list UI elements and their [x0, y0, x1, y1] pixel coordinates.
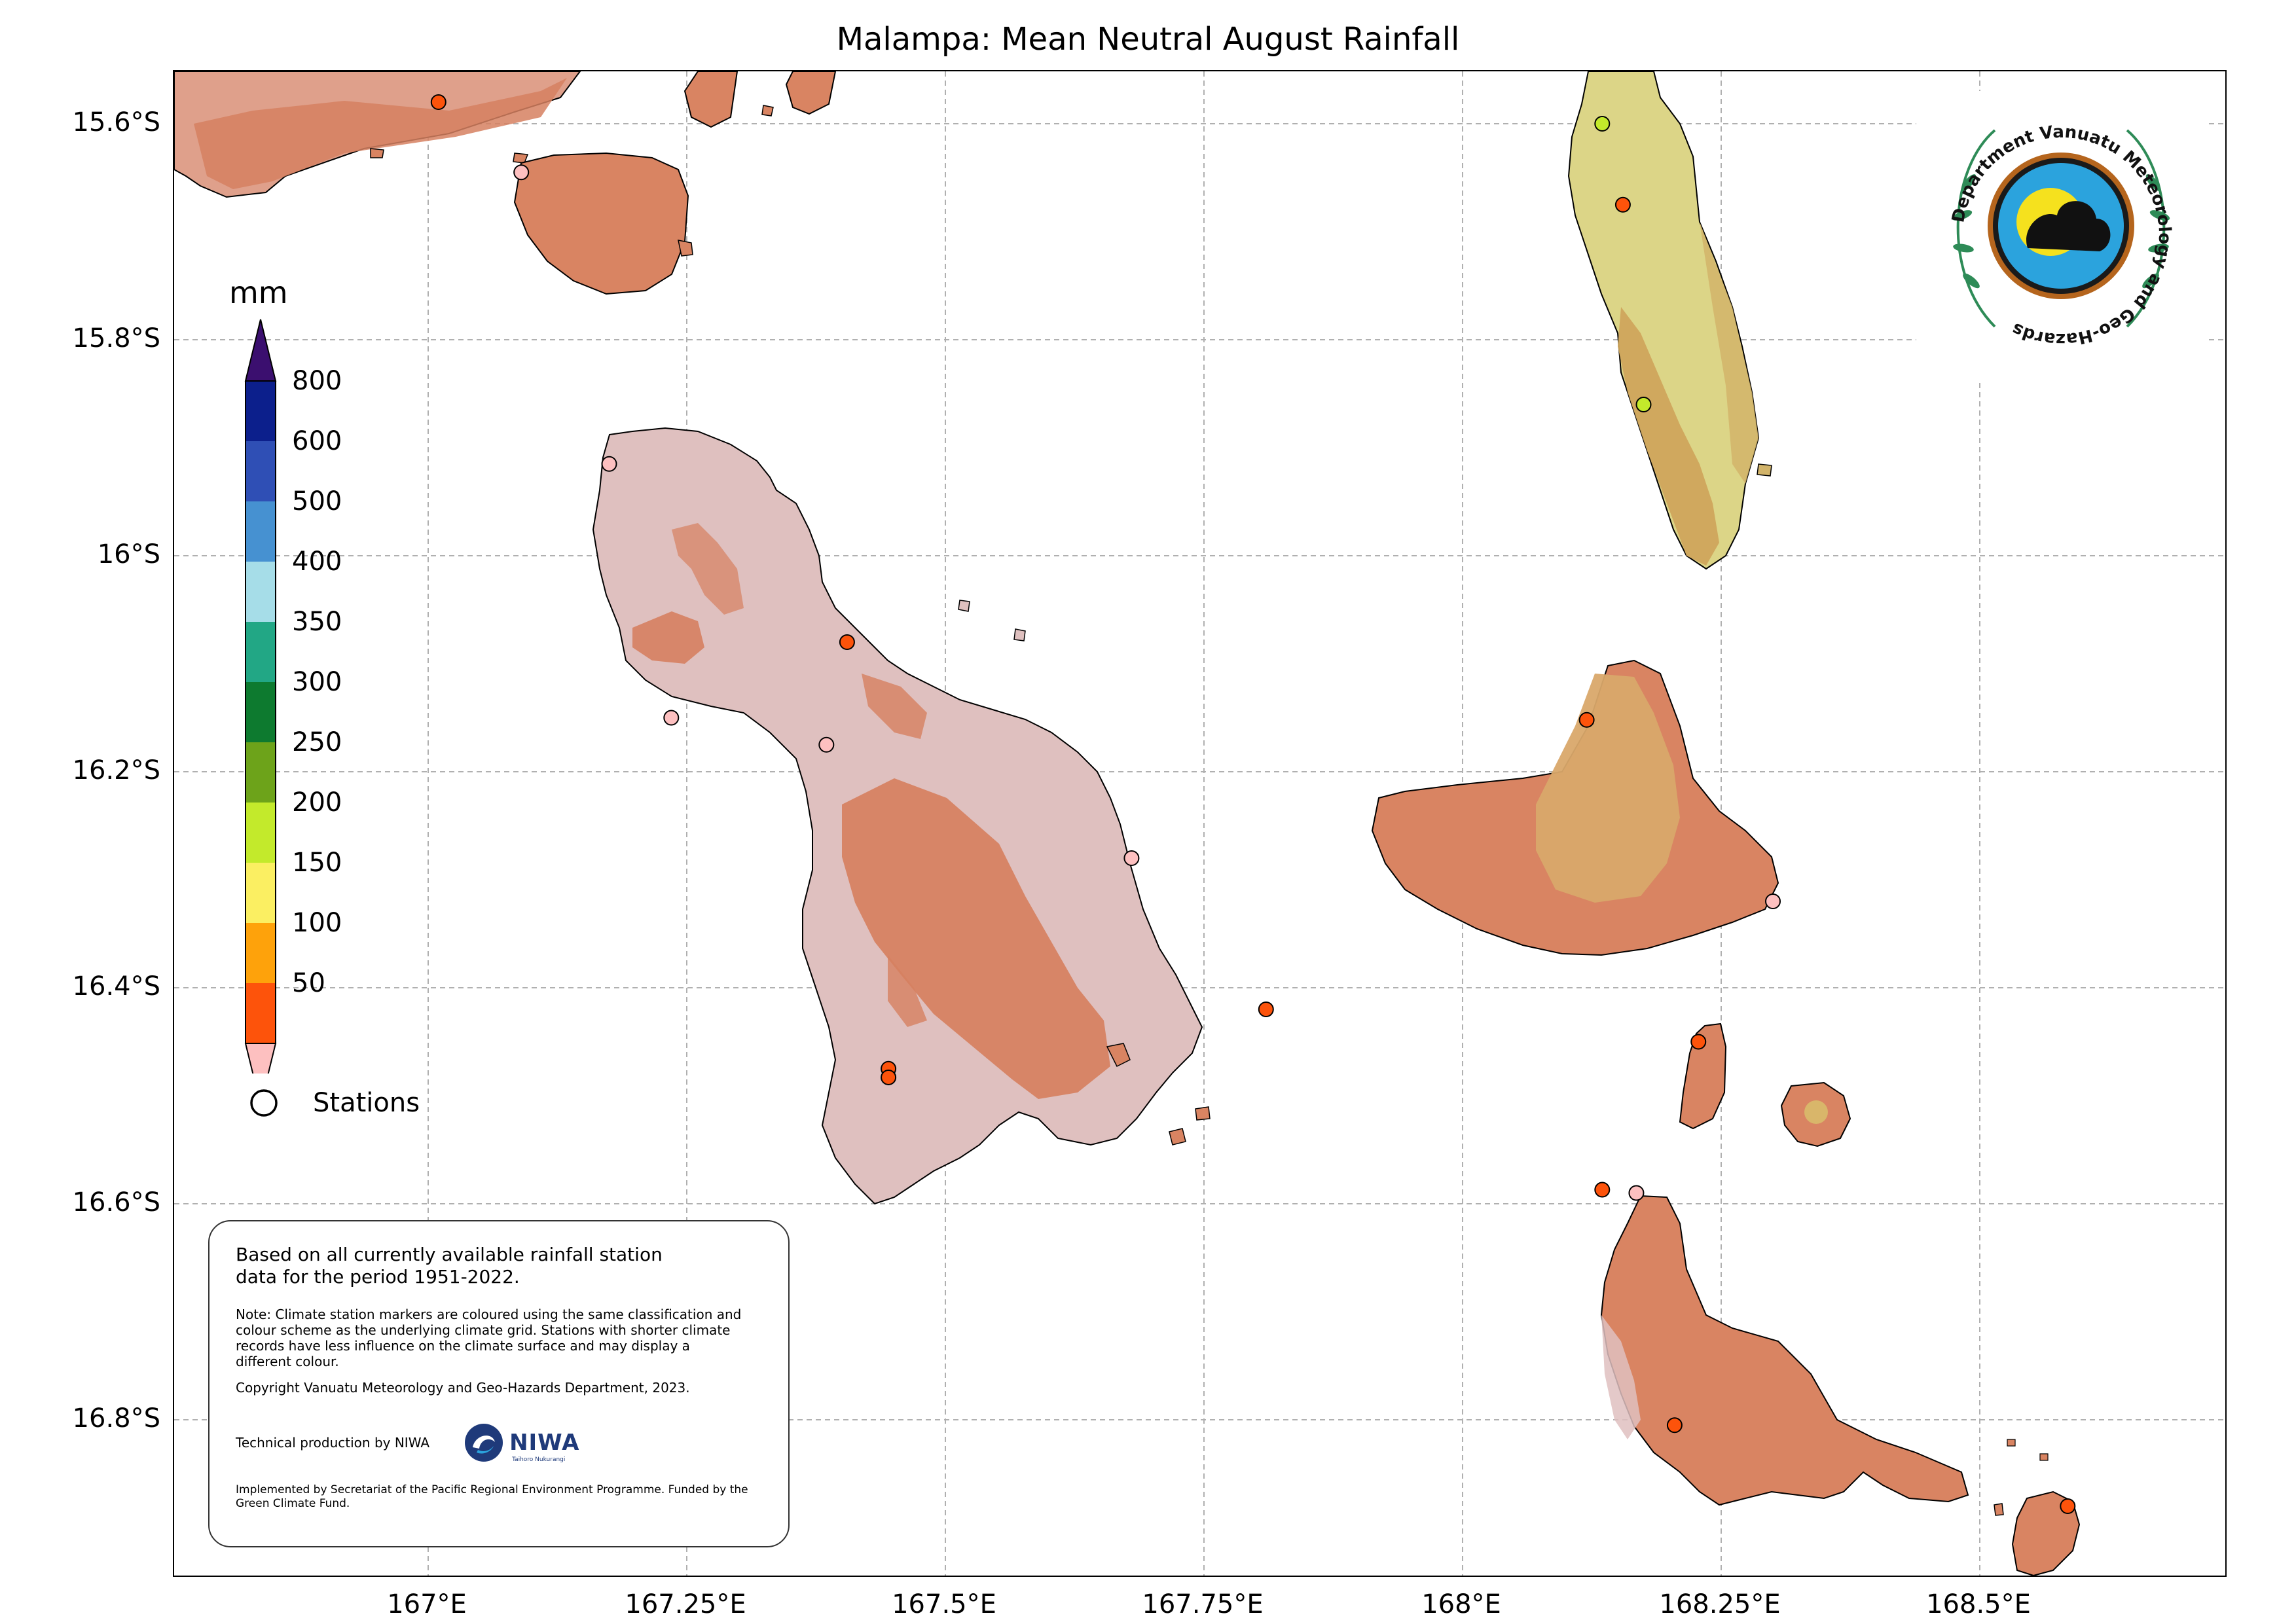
niwa-tagline: Taihoro Nukurangi [512, 1456, 566, 1463]
island-epi [1600, 1195, 2004, 1516]
info-note-text: Note: Climate station markers are colour… [236, 1307, 742, 1369]
info-main-text: Based on all currently available rainfal… [236, 1244, 663, 1288]
department-logo: Department Vanuatu Meteorology and Geo-H… [1916, 91, 2206, 380]
station-marker[interactable] [818, 736, 835, 753]
niwa-name: NIWA [509, 1430, 580, 1456]
colorbar-extend-bottom [244, 1043, 277, 1074]
niwa-swirl-icon [465, 1424, 503, 1462]
station-marker[interactable] [1258, 1001, 1274, 1017]
colorbar-outline [245, 380, 276, 1044]
colorbar-extend-top [244, 319, 277, 382]
map-title: Malampa: Mean Neutral August Rainfall [836, 21, 1460, 58]
info-implemented-text: Implemented by Secretariat of the Pacifi… [236, 1483, 748, 1510]
lat-tick-label: 16°S [97, 539, 160, 569]
colorbar-label: 600 [292, 426, 342, 456]
station-marker[interactable] [1690, 1034, 1707, 1050]
colorbar-segment [246, 983, 276, 1043]
station-marker[interactable] [513, 164, 530, 181]
colorbar-label: 50 [292, 968, 325, 998]
island-pentecost [1567, 71, 1772, 570]
lon-tick-label: 167.5°E [892, 1589, 996, 1619]
seal-icon: Department Vanuatu Meteorology and Geo-H… [1948, 122, 2174, 349]
colorbar-label: 350 [292, 607, 342, 637]
colorbar-label: 800 [292, 366, 342, 396]
lat-tick-label: 15.8°S [72, 323, 160, 353]
stations-layer [430, 94, 2076, 1514]
lon-tick-label: 167°E [387, 1589, 467, 1619]
lon-tick-label: 167.25°E [625, 1589, 746, 1619]
colorbar-segment [246, 682, 276, 742]
station-marker[interactable] [1594, 116, 1611, 132]
station-marker[interactable] [1123, 850, 1140, 866]
station-marker[interactable] [1628, 1185, 1645, 1201]
colorbar-label: 500 [292, 486, 342, 516]
island-tongoa [2007, 1439, 2081, 1576]
niwa-logo: NIWA Taihoro Nukurangi [464, 1422, 579, 1463]
lon-tick-label: 167.75°E [1142, 1589, 1264, 1619]
colorbar-segment [246, 863, 276, 923]
station-marker[interactable] [1666, 1417, 1683, 1434]
colorbar-segment [246, 622, 276, 682]
colorbar [244, 319, 277, 1074]
island-lopevi [1780, 1081, 1851, 1147]
station-marker[interactable] [1614, 196, 1631, 213]
colorbar-label: 400 [292, 547, 342, 577]
lon-tick-label: 168°E [1421, 1589, 1501, 1619]
colorbar-segment [246, 501, 276, 562]
island-malo [513, 152, 693, 295]
colorbar-segment [246, 562, 276, 622]
station-marker[interactable] [2060, 1498, 2076, 1514]
lat-tick-label: 16.4°S [72, 971, 160, 1001]
station-marker[interactable] [1578, 712, 1595, 728]
colorbar-label: 300 [292, 667, 342, 697]
island-paama [1679, 1022, 1727, 1130]
island-malekula [592, 427, 1211, 1205]
lat-tick-label: 16.2°S [72, 755, 160, 785]
station-legend-marker-icon [250, 1089, 278, 1117]
lat-tick-label: 16.8°S [72, 1403, 160, 1434]
colorbar-segment [246, 441, 276, 501]
lon-tick-label: 168.25°E [1659, 1589, 1781, 1619]
station-marker[interactable] [663, 710, 680, 726]
lat-tick-label: 16.6°S [72, 1187, 160, 1218]
colorbar-segment [246, 923, 276, 983]
station-marker[interactable] [430, 94, 446, 110]
map-canvas[interactable] [174, 71, 2227, 1577]
station-marker[interactable] [1635, 397, 1652, 412]
colorbar-label: 200 [292, 787, 342, 818]
info-technical-row: Technical production by NIWA NIWA Taihor… [236, 1419, 762, 1466]
lon-tick-label: 168.5°E [1926, 1589, 2031, 1619]
colorbar-label: 250 [292, 727, 342, 757]
colorbar-label: 100 [292, 908, 342, 938]
lat-tick-label: 15.6°S [72, 107, 160, 137]
colorbar-label: 150 [292, 848, 342, 878]
station-marker[interactable] [1594, 1182, 1611, 1198]
stations-legend-label: Stations [313, 1088, 420, 1118]
station-marker[interactable] [881, 1069, 897, 1085]
station-marker[interactable] [839, 634, 855, 650]
colorbar-segment [246, 742, 276, 803]
colorbar-segment [246, 803, 276, 863]
station-marker[interactable] [1765, 893, 1781, 909]
colorbar-unit: mm [229, 275, 288, 310]
info-technical-text: Technical production by NIWA [236, 1435, 430, 1451]
colorbar-segment [246, 381, 276, 441]
island-ambrym [1371, 659, 1779, 956]
info-copyright-text: Copyright Vanuatu Meteorology and Geo-Ha… [236, 1380, 690, 1396]
island-top-left [174, 71, 837, 198]
station-marker[interactable] [601, 456, 617, 472]
info-box: Based on all currently available rainfal… [208, 1220, 790, 1547]
